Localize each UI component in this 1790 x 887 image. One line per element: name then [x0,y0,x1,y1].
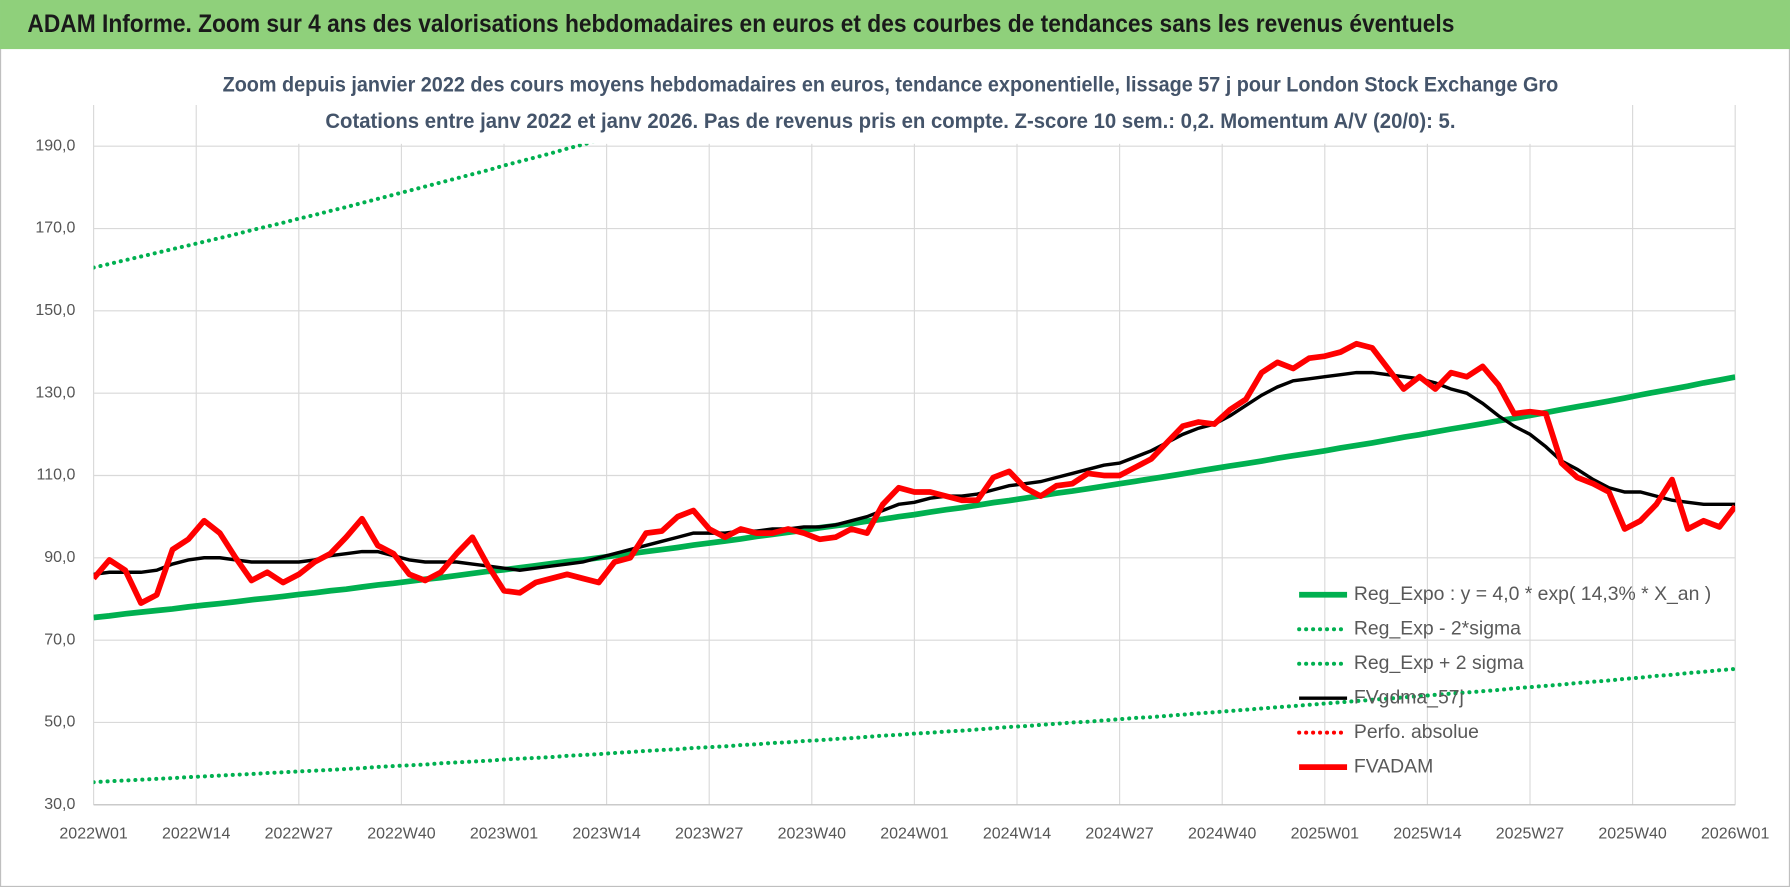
series-layer [93,105,1736,785]
series-line [93,340,1736,606]
y-tick-label: 130,0 [35,384,75,401]
header-title: ADAM Informe. Zoom sur 4 ans des valoris… [27,10,1454,38]
x-tick-label: 2024W14 [983,826,1051,843]
x-tick-label: 2022W40 [367,826,435,843]
series-line [93,370,1736,577]
y-tick-label: 190,0 [35,137,75,154]
x-tick-label: 2023W27 [675,826,743,843]
x-tick-label: 2023W40 [778,826,846,843]
x-tick-label: 2026W01 [1701,826,1769,843]
y-tick-label: 110,0 [37,467,76,484]
x-tick-label: 2025W40 [1598,826,1666,843]
y-tick-label: 30,0 [44,796,75,813]
x-tick-label: 2023W01 [470,826,538,843]
x-tick-label: 2025W14 [1393,826,1461,843]
x-tick-label: 2022W01 [59,826,127,843]
plot-area: 30,0 50,0 70,0 90,0 110,0 130,0 150,0 170,0 190,… [35,105,1769,843]
legend-label: Reg_Exp - 2*sigma [1354,617,1521,639]
x-tick-label: 2022W27 [265,826,333,843]
x-tick-label: 2025W01 [1291,826,1359,843]
y-tick-label: 50,0 [44,714,75,731]
y-tick-label: 170,0 [35,220,75,237]
y-tick-label: 90,0 [44,549,75,566]
legend-label: FVgdma_57j [1354,686,1464,708]
y-tick-label: 150,0 [35,302,75,319]
legend: Reg_Expo : y = 4,0 * exp( 14,3% * X_an )… [1297,583,1711,777]
x-tick-label: 2024W01 [880,826,948,843]
y-tick-label: 70,0 [44,631,75,648]
title-box [211,66,1572,144]
header-bar [0,0,1790,50]
x-tick-label: 2025W27 [1496,826,1564,843]
x-tick-label: 2022W14 [162,826,230,843]
x-tick-label: 2024W27 [1085,826,1153,843]
legend-label: Perfo. absolue [1354,721,1479,743]
legend-label: Reg_Expo : y = 4,0 * exp( 14,3% * X_an ) [1354,583,1711,605]
legend-label: FVADAM [1354,755,1433,777]
chart-subtitle: Cotations entre janv 2022 et janv 2026. … [325,108,1455,133]
chart-title: Zoom depuis janvier 2022 des cours moyen… [223,71,1559,96]
series-line [93,666,1736,785]
x-tick-label: 2023W14 [572,826,640,843]
legend-label: Reg_Exp + 2 sigma [1354,652,1524,674]
series-line [93,374,1736,621]
x-tick-label: 2024W40 [1188,826,1256,843]
